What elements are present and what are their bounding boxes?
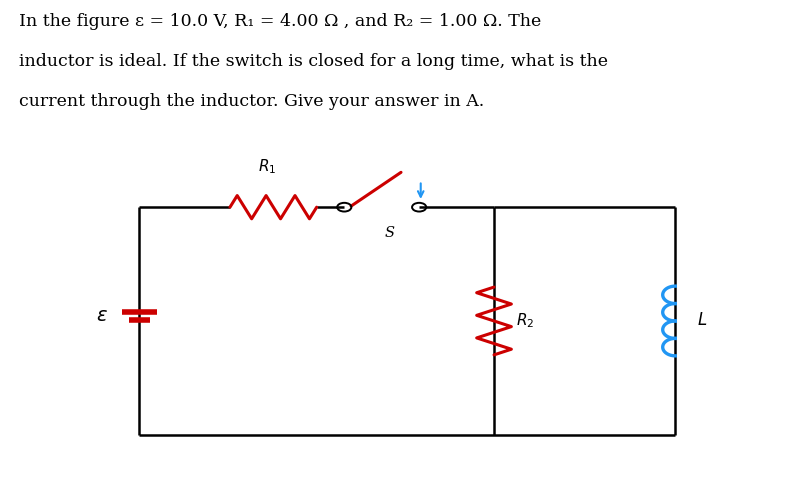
Text: current through the inductor. Give your answer in A.: current through the inductor. Give your … xyxy=(19,93,484,110)
Text: inductor is ideal. If the switch is closed for a long time, what is the: inductor is ideal. If the switch is clos… xyxy=(19,53,607,70)
Text: $R_1$: $R_1$ xyxy=(258,157,276,176)
Text: $\varepsilon$: $\varepsilon$ xyxy=(96,307,108,325)
Text: In the figure ε = 10.0 V, R₁ = 4.00 Ω , and R₂ = 1.00 Ω. The: In the figure ε = 10.0 V, R₁ = 4.00 Ω , … xyxy=(19,14,541,31)
Text: S: S xyxy=(384,225,395,240)
Text: $R_2$: $R_2$ xyxy=(516,312,535,330)
Text: $L$: $L$ xyxy=(698,313,708,330)
